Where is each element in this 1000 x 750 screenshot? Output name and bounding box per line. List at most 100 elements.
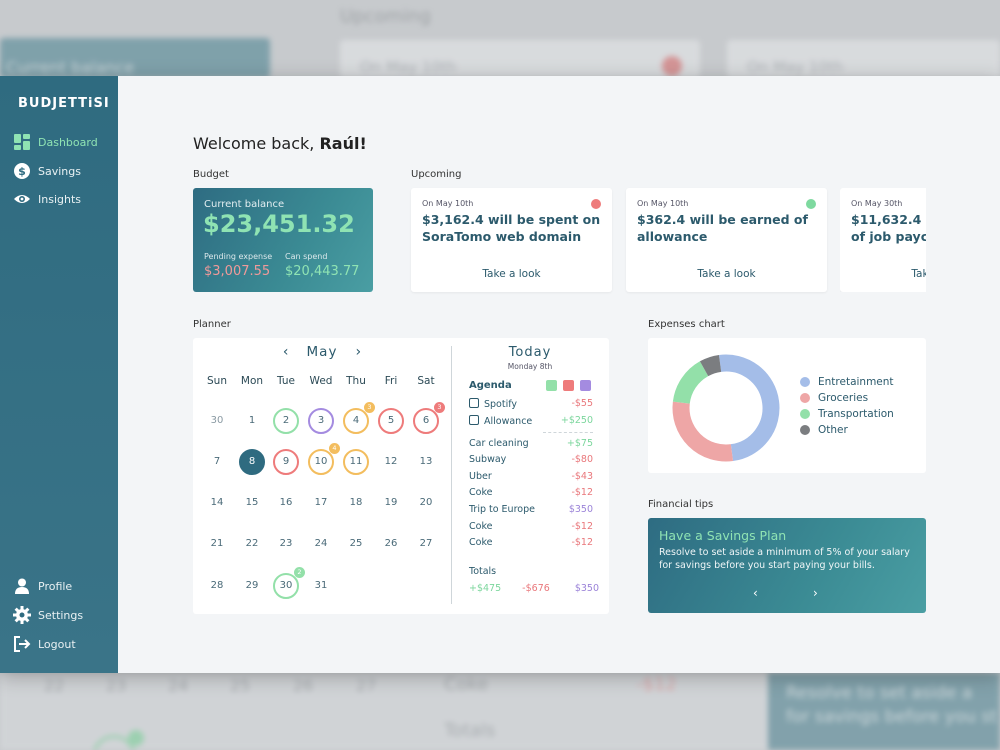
filter-red-swatch[interactable] <box>563 380 574 391</box>
event-count-badge: 4 <box>329 443 340 454</box>
event-count-badge: 3 <box>434 402 445 413</box>
calendar-day[interactable]: 15 <box>245 497 259 508</box>
backdrop-card: On May 10th <box>727 40 1000 78</box>
donut-slice-transportation[interactable] <box>672 361 709 405</box>
legend-swatch <box>800 393 810 403</box>
calendar-day[interactable]: 12 <box>384 456 398 467</box>
nav-insights-label: Insights <box>38 192 82 206</box>
tips-next-button[interactable]: › <box>813 586 818 600</box>
calendar-day[interactable]: 4 <box>343 408 369 434</box>
donut-slice-groceries[interactable] <box>672 401 734 462</box>
calendar-day[interactable]: 17 <box>314 497 328 508</box>
grid-icon <box>13 133 31 151</box>
nav-savings[interactable]: $ Savings <box>13 161 81 181</box>
weekday-label: Sat <box>417 375 435 387</box>
nav-insights[interactable]: Insights <box>13 189 81 209</box>
calendar-day[interactable]: 3 <box>308 408 334 434</box>
calendar-day[interactable]: 25 <box>349 538 363 549</box>
calendar-day[interactable]: 26 <box>384 538 398 549</box>
agenda-item-label-wrap: Coke <box>469 487 492 498</box>
nav-settings[interactable]: Settings <box>13 605 83 625</box>
calendar-day[interactable]: 19 <box>384 497 398 508</box>
checkbox[interactable] <box>469 415 479 425</box>
upcoming-date: On May 10th <box>422 199 474 208</box>
calendar-day[interactable]: 29 <box>245 580 259 591</box>
nav-profile-label: Profile <box>38 579 73 593</box>
nav-profile[interactable]: Profile <box>13 576 72 596</box>
today-title: Today <box>508 345 552 360</box>
calendar-day[interactable]: 30 <box>210 415 224 426</box>
calendar-day[interactable]: 5 <box>378 408 404 434</box>
calendar-day[interactable]: 13 <box>419 456 433 467</box>
agenda-item-value: -$80 <box>571 454 593 465</box>
take-a-look-link[interactable]: Take a look <box>697 268 756 280</box>
nav-dashboard[interactable]: Dashboard <box>13 132 98 152</box>
upcoming-card-clip: On May 30th $11,632.4 will be earned of … <box>840 188 926 292</box>
tips-label: Financial tips <box>648 499 714 510</box>
status-dot <box>591 199 601 209</box>
canspend-value: $20,443.77 <box>285 264 360 279</box>
checkbox[interactable] <box>469 398 479 408</box>
agenda-item[interactable]: Allowance +$250 <box>469 415 593 427</box>
calendar-day[interactable]: 21 <box>210 538 224 549</box>
backdrop-num: 24 <box>168 676 189 695</box>
agenda-item[interactable]: Spotify -$55 <box>469 398 593 410</box>
balance-card: Current balance $23,451.32 Pending expen… <box>193 188 373 292</box>
weekday-label: Sun <box>207 375 227 387</box>
calendar-day[interactable]: 16 <box>279 497 293 508</box>
canspend-label: Can spend <box>285 252 328 261</box>
upcoming-text: $362.4 will be earned of allowance <box>637 212 808 244</box>
calendar-day[interactable]: 10 <box>308 449 334 475</box>
donut-slice-entretainment[interactable] <box>718 354 780 462</box>
take-a-look-link[interactable]: Take a look <box>911 268 926 280</box>
legend-label: Other <box>818 424 848 436</box>
nav-logout[interactable]: Logout <box>13 634 76 654</box>
calendar-day[interactable]: 20 <box>419 497 433 508</box>
agenda-item-value: -$12 <box>571 537 593 548</box>
tips-prev-button[interactable]: ‹ <box>753 586 758 600</box>
agenda-item-value: -$55 <box>571 398 593 409</box>
backdrop-ring-dot <box>128 730 144 746</box>
welcome-prefix: Welcome back, <box>193 134 320 153</box>
event-count-badge: 2 <box>294 567 305 578</box>
totals-negative: -$676 <box>522 583 550 594</box>
calendar-day[interactable]: 24 <box>314 538 328 549</box>
calendar-day[interactable]: 31 <box>314 580 328 591</box>
calendar-day[interactable]: 11 <box>343 449 369 475</box>
backdrop-word: Coke <box>444 674 489 695</box>
backdrop-word: Totals <box>444 720 496 741</box>
balance-amount: $23,451.32 <box>203 210 355 238</box>
calendar-day[interactable]: 9 <box>273 449 299 475</box>
calendar-day[interactable]: 28 <box>210 580 224 591</box>
donut-slice-other[interactable] <box>699 354 722 377</box>
nav-settings-label: Settings <box>38 608 84 622</box>
filter-green-swatch[interactable] <box>546 380 557 391</box>
dollar-icon: $ <box>13 162 31 180</box>
calendar-day[interactable]: 1 <box>248 415 256 426</box>
calendar-day[interactable]: 23 <box>279 538 293 549</box>
calendar-day[interactable]: 14 <box>210 497 224 508</box>
take-a-look-link[interactable]: Take a look <box>482 268 541 280</box>
calendar-day[interactable]: 6 <box>413 408 439 434</box>
gear-icon <box>13 606 31 624</box>
calendar-day[interactable]: 2 <box>273 408 299 434</box>
chevron-right-icon[interactable]: › <box>355 344 362 360</box>
totals-label: Totals <box>469 566 497 577</box>
agenda-item-label-wrap: Trip to Europe <box>469 504 535 515</box>
legend-item: Entretainment <box>800 376 894 388</box>
filter-purple-swatch[interactable] <box>580 380 591 391</box>
chevron-left-icon[interactable]: ‹ <box>282 344 289 360</box>
agenda-item: Coke -$12 <box>469 521 593 532</box>
calendar-day[interactable]: 30 <box>273 573 299 599</box>
svg-text:$: $ <box>18 165 26 178</box>
calendar-day[interactable]: 8 <box>239 449 265 475</box>
backdrop-word: -$12 <box>636 674 677 695</box>
calendar-day[interactable]: 18 <box>349 497 363 508</box>
calendar-day[interactable]: 7 <box>213 456 221 467</box>
calendar-day[interactable]: 22 <box>245 538 259 549</box>
upcoming-card: On May 30th $11,632.4 will be earned of … <box>840 188 926 292</box>
weekday-label: Thu <box>346 375 366 387</box>
app-logo: BUDJETTiSI <box>18 96 110 111</box>
planner-label: Planner <box>193 319 231 330</box>
calendar-day[interactable]: 27 <box>419 538 433 549</box>
